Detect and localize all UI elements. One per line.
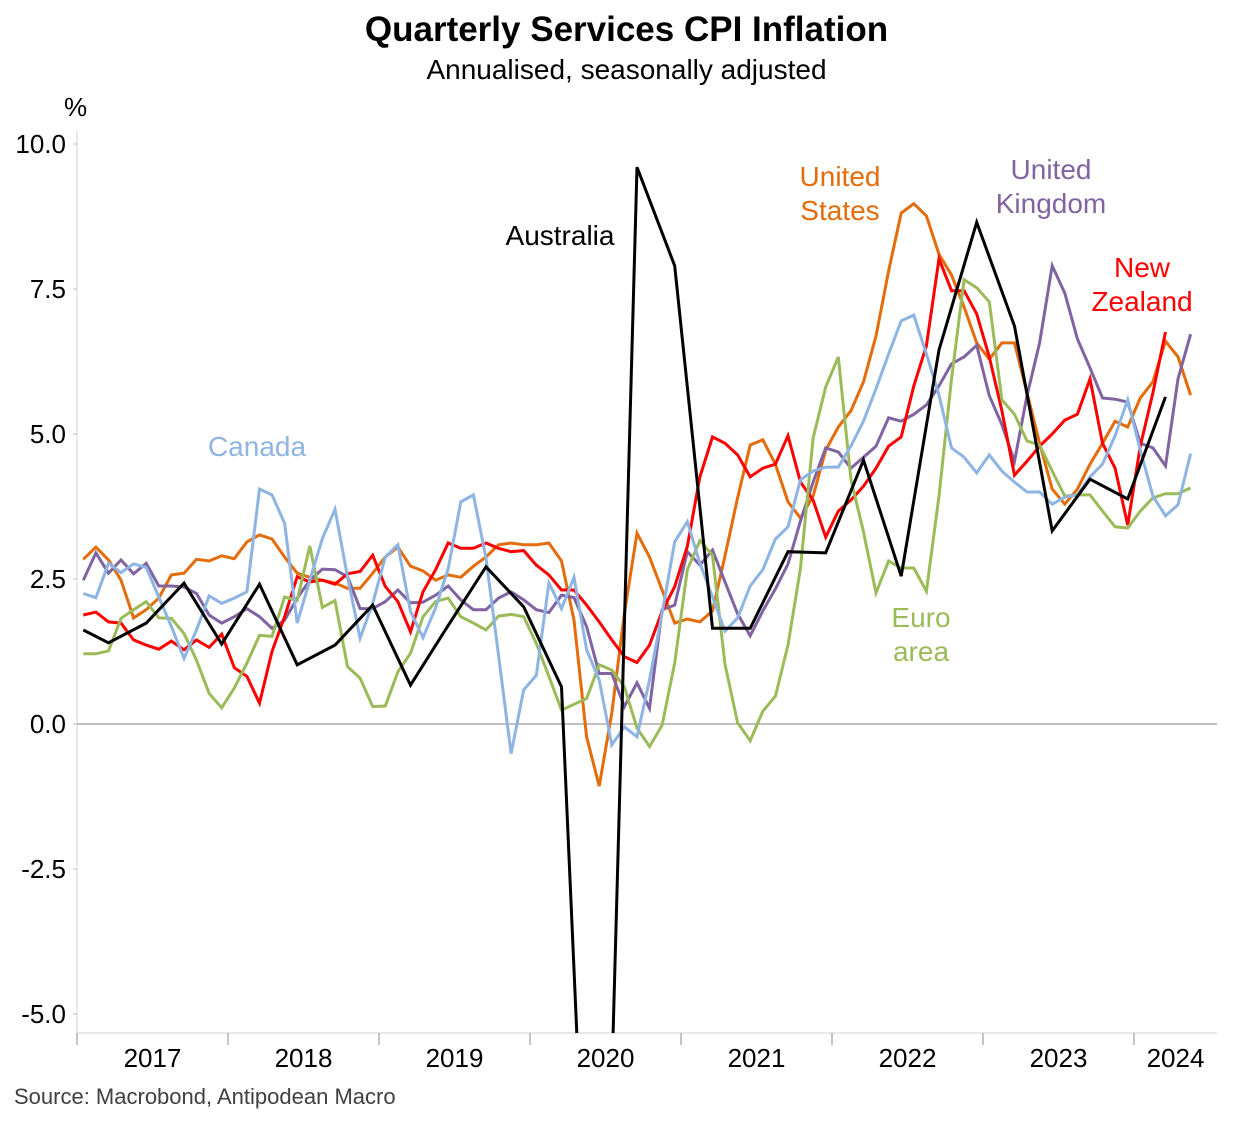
y-axis-unit-label: %: [64, 92, 88, 122]
y-tick-label: -2.5: [21, 854, 66, 884]
y-tick-label: 10.0: [15, 129, 66, 159]
x-tick-label: 2017: [124, 1043, 182, 1073]
series-label-line: States: [800, 195, 879, 226]
y-tick-label: 5.0: [30, 419, 66, 449]
series-label-line: United: [800, 161, 881, 192]
x-tick-label: 2021: [728, 1043, 786, 1073]
series-label-canada: Canada: [208, 431, 307, 462]
chart-title: Quarterly Services CPI Inflation: [364, 10, 889, 49]
series-line-united-kingdom: [81, 260, 1193, 714]
source-note: Source: Macrobond, Antipodean Macro: [14, 1084, 396, 1109]
x-tick-label: 2020: [577, 1043, 635, 1073]
x-tick-label: 2018: [275, 1043, 333, 1073]
series-line-euro-area: [83, 277, 1192, 750]
series-label-line: Kingdom: [996, 188, 1107, 219]
series-label-line: New: [1114, 252, 1171, 283]
x-tick-label: 2023: [1030, 1043, 1088, 1073]
y-tick-label: 0.0: [30, 709, 66, 739]
x-tick-label: 2024: [1147, 1043, 1205, 1073]
series-label-euro-area: Euro area: [891, 602, 950, 667]
series-label-line: Canada: [208, 431, 307, 462]
chart-subtitle: Annualised, seasonally adjusted: [426, 54, 827, 85]
series-lines: [81, 166, 1193, 1034]
series-label-united-kingdom: United Kingdom: [996, 154, 1107, 219]
x-tick-label: 2022: [879, 1043, 937, 1073]
series-label-line: Australia: [506, 220, 615, 251]
series-label-united-states: United States: [800, 161, 881, 226]
x-tick-label: 2019: [426, 1043, 484, 1073]
series-label-line: United: [1011, 154, 1092, 185]
series-line-united-states: [82, 201, 1193, 787]
y-tick-label: 2.5: [30, 564, 66, 594]
series-label-line: area: [893, 636, 949, 667]
series-label-line: Euro: [891, 602, 950, 633]
series-line-canada: [82, 313, 1193, 754]
series-label-new-zealand: New Zealand: [1091, 252, 1192, 317]
series-line-australia: [82, 166, 1167, 1034]
series-label-line: Zealand: [1091, 286, 1192, 317]
axes: 10.0 7.5 5.0 2.5 0.0 -2.5 -5.0 2017 2018 2019 2020…: [15, 129, 1217, 1073]
y-tick-label: -5.0: [21, 999, 66, 1029]
series-label-australia: Australia: [506, 220, 615, 251]
y-tick-label: 7.5: [30, 274, 66, 304]
